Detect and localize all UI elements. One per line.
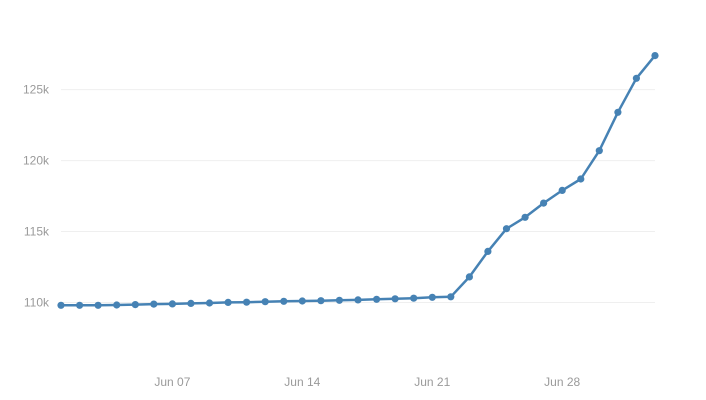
data-point [540,199,548,207]
data-point [632,74,641,82]
data-point [150,300,158,308]
data-point [373,295,381,303]
data-point [577,175,585,183]
data-point [131,301,139,309]
data-point [391,295,399,303]
data-point [205,299,214,307]
data-point [410,294,418,302]
data-point [243,298,251,306]
x-tick-label: Jun 21 [414,375,450,389]
series-line [59,54,657,307]
data-point [261,298,269,306]
y-tick-label: 110k [24,295,50,309]
data-point [280,297,288,305]
data-point [187,299,195,307]
data-point [447,293,455,301]
data-point [521,213,529,221]
grid-lines [61,89,655,303]
data-point [298,297,306,305]
y-axis-ticks: 110k 115k 120k 125k [23,83,50,310]
data-point [558,186,566,194]
data-point [614,108,622,116]
data-point [94,301,102,309]
data-point [335,296,343,304]
y-tick-label: 125k [23,83,50,97]
x-tick-label: Jun 07 [154,375,190,389]
data-point [168,300,176,308]
data-point [76,301,84,309]
data-point [651,52,659,60]
series-layer [57,52,659,309]
data-point [465,273,473,281]
data-point [484,247,492,255]
data-point [595,147,603,155]
data-point [354,296,362,304]
data-point [502,225,511,233]
data-point [224,298,232,306]
data-point [428,293,436,301]
y-tick-label: 120k [23,154,50,168]
x-tick-label: Jun 14 [284,375,320,389]
y-tick-label: 115k [24,225,50,239]
data-point [317,297,325,305]
data-point [57,301,65,309]
x-tick-label: Jun 28 [544,375,580,389]
data-point [113,301,121,309]
x-axis-ticks: Jun 07 Jun 14 Jun 21 Jun 28 [154,375,580,389]
